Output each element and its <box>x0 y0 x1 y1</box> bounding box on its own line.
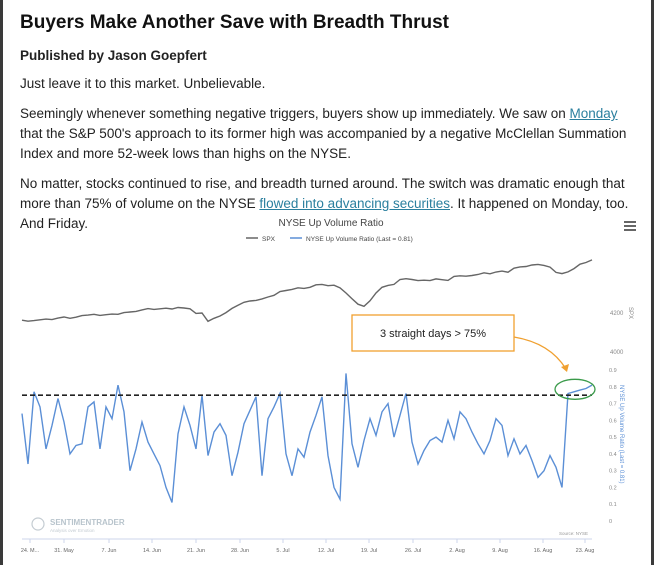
ratio-tick-label: 0.8 <box>609 385 617 391</box>
spx-axis-label: SPX <box>627 307 633 319</box>
x-tick-label: 21. Jun <box>187 548 205 554</box>
x-tick-label: 12. Jul <box>318 548 334 554</box>
watermark-logo-icon <box>31 517 45 531</box>
x-tick-label: 31. May <box>54 548 74 554</box>
watermark-subtext: Analysis over Emotion <box>50 528 95 533</box>
ratio-tick-label: 0.6 <box>609 418 617 424</box>
x-tick-label: 5. Jul <box>276 548 289 554</box>
paragraph-3: No matter, stocks continued to rise, and… <box>20 174 642 234</box>
ratio-tick-label: 0.3 <box>609 469 617 475</box>
paragraph-2-text-a: Seemingly whenever something negative tr… <box>20 106 570 121</box>
annotation-box <box>351 314 515 352</box>
paragraph-3-text-b: . It happened on Monday, too. And Friday… <box>20 196 629 231</box>
spx-tick-label: 4000 <box>610 350 624 356</box>
article: Buyers Make Another Save with Breadth Th… <box>20 10 642 234</box>
x-tick-label: 26. Jul <box>405 548 421 554</box>
ratio-tick-label: 0.7 <box>609 402 617 408</box>
x-tick-label: 7. Jun <box>102 548 117 554</box>
chart-menu-icon[interactable] <box>624 221 636 231</box>
paragraph-2: Seemingly whenever something negative tr… <box>20 104 642 164</box>
legend-spx-label: SPX <box>262 236 276 243</box>
nyse-up-volume-chart: NYSE Up Volume Ratio SPX NYSE Up Volume Ra… <box>20 213 642 565</box>
x-tick-label: 14. Jun <box>143 548 161 554</box>
x-tick-label: 19. Jul <box>361 548 377 554</box>
ratio-tick-label: 0.2 <box>609 485 617 491</box>
x-tick-label: 23. Aug <box>576 548 595 554</box>
ratio-tick-label: 0.4 <box>609 452 617 458</box>
spx-tick-label: 4200 <box>610 311 624 317</box>
x-tick-label: 28. Jun <box>231 548 249 554</box>
ratio-tick-label: 0.5 <box>609 435 617 441</box>
legend-ratio-label: NYSE Up Volume Ratio (Last = 0.81) <box>306 236 413 243</box>
annotation-text: 3 straight days > 75% <box>380 328 486 340</box>
source-label: Source: NYSE <box>559 531 588 536</box>
ratio-axis-label: NYSE Up Volume Ratio (Last = 0.81) <box>618 385 624 484</box>
monday-link[interactable]: Monday <box>569 106 618 121</box>
paragraph-1: Just leave it to this market. Unbelievab… <box>20 76 266 91</box>
paragraph-3-text-a: No matter, stocks continued to rise, and… <box>20 176 625 211</box>
x-tick-label: 24. M... <box>21 548 40 554</box>
ratio-tick-label: 0 <box>609 519 612 525</box>
x-tick-label: 16. Aug <box>534 548 553 554</box>
article-byline: Published by Jason Goepfert <box>20 48 207 63</box>
ratio-tick-label: 0.9 <box>609 368 617 374</box>
spx-line <box>21 259 593 323</box>
x-tick-label: 9. Aug <box>492 548 508 554</box>
left-border <box>0 0 3 565</box>
ratio-line <box>21 373 593 503</box>
highlight-ellipse <box>554 378 596 400</box>
paragraph-2-text-b: that the S&P 500's approach to its forme… <box>20 126 627 161</box>
right-border <box>651 0 654 565</box>
x-tick-label: 2. Aug <box>449 548 465 554</box>
article-title: Buyers Make Another Save with Breadth Th… <box>20 12 450 33</box>
annotation-arrowhead <box>561 364 569 372</box>
chart-title: NYSE Up Volume Ratio <box>278 218 383 229</box>
advancing-securities-link[interactable]: flowed into advancing securities <box>259 196 450 211</box>
annotation-arrow <box>513 336 567 370</box>
watermark-text: SENTIMENTRADER <box>50 518 125 527</box>
ratio-tick-label: 0.1 <box>609 502 617 508</box>
